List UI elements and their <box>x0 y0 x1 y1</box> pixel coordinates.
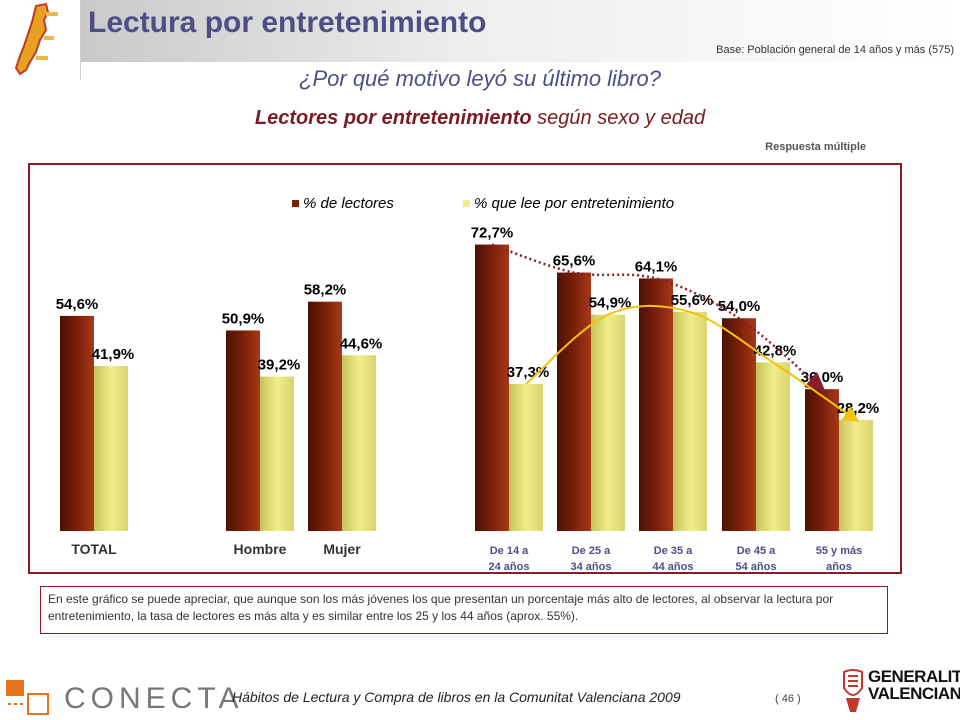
bar-chart: 54,6% 41,9% TOTAL 50,9% 39,2% Hombre 58,2% 44,6… <box>56 195 880 572</box>
data-label-lectores: 50,9% <box>222 310 265 327</box>
page-number: ( 46 ) <box>775 693 801 705</box>
data-label-lectores: 65,6% <box>553 253 596 270</box>
data-label-entretenimiento: 37,3% <box>507 364 550 381</box>
legend-label-entretenimiento: % que lee por entretenimiento <box>474 195 674 212</box>
bar-entretenimiento <box>94 365 128 531</box>
subtitle-bold: Lectores por entretenimiento <box>254 107 532 129</box>
data-label-lectores: 58,2% <box>304 282 347 299</box>
category-label: Hombre <box>234 541 287 557</box>
footer-title: Hábitos de Lectura y Compra de libros en… <box>232 689 681 705</box>
region-map-logo <box>0 0 81 80</box>
bar-lectores <box>308 301 342 531</box>
data-label-lectores: 64,1% <box>635 258 678 275</box>
trendline-entretenimiento <box>525 304 860 423</box>
data-label-entretenimiento: 39,2% <box>258 357 301 374</box>
data-label-entretenimiento: 41,9% <box>92 346 135 363</box>
category-label: De 45 a <box>737 545 776 557</box>
category-label: 55 y más <box>816 545 862 557</box>
bar-lectores <box>639 278 673 531</box>
category-label: Mujer <box>323 541 361 557</box>
data-label-entretenimiento: 28,2% <box>837 400 880 417</box>
conecta-logo-icon <box>6 680 49 715</box>
category-label: De 14 a <box>490 545 529 557</box>
bar-lectores <box>60 315 94 531</box>
data-label-entretenimiento: 54,9% <box>589 295 632 312</box>
generalitat-emblem-icon <box>843 669 863 712</box>
trendline-lectores <box>491 243 826 393</box>
bar-lectores <box>805 389 839 531</box>
base-note: Base: Población general de 14 años y más… <box>716 44 954 56</box>
bar-entretenimiento <box>342 355 376 531</box>
generalitat-logo: GENERALITAT VALENCIANA <box>868 668 960 702</box>
bar-entretenimiento <box>673 311 707 531</box>
bar-entretenimiento <box>756 362 790 531</box>
category-label: 54 años <box>736 561 777 572</box>
category-label: De 35 a <box>654 545 693 557</box>
bar-entretenimiento <box>839 419 873 531</box>
multiple-response-note: Respuesta múltiple <box>765 141 866 153</box>
header-band <box>80 0 960 62</box>
page-title: Lectura por entretenimiento <box>88 6 487 39</box>
bar-lectores <box>722 318 756 531</box>
bar-lectores <box>226 330 260 531</box>
data-label-lectores: 36,0% <box>801 369 844 386</box>
explanation-note: En este gráfico se puede apreciar, que a… <box>40 586 888 634</box>
bar-entretenimiento <box>591 314 625 531</box>
survey-question: ¿Por qué motivo leyó su último libro? <box>299 66 661 91</box>
data-label-lectores: 54,6% <box>56 296 99 313</box>
category-label: De 25 a <box>572 545 611 557</box>
legend-swatch-lectores <box>292 200 299 207</box>
chart-subtitle: Lectores por entretenimiento según sexo … <box>0 107 960 130</box>
subtitle-rest: según sexo y edad <box>531 107 706 129</box>
category-label: TOTAL <box>71 541 117 557</box>
bar-entretenimiento <box>509 384 543 531</box>
bar-entretenimiento <box>260 376 294 531</box>
category-label: 34 años <box>571 561 612 572</box>
chart-frame: 54,6% 41,9% TOTAL 50,9% 39,2% Hombre 58,2% 44,6… <box>28 163 902 574</box>
category-label: 44 años <box>653 561 694 572</box>
category-label: años <box>826 561 852 572</box>
generalitat-logo-line1: GENERALITAT <box>868 667 960 686</box>
data-label-lectores: 72,7% <box>471 225 514 242</box>
data-label-lectores: 54,0% <box>718 298 761 315</box>
category-label: 24 años <box>489 561 530 572</box>
data-label-entretenimiento: 42,8% <box>754 342 797 359</box>
generalitat-logo-line2: VALENCIANA <box>868 684 960 703</box>
bar-lectores <box>557 272 591 531</box>
legend-swatch-entretenimiento <box>463 200 470 207</box>
legend-label-lectores: % de lectores <box>303 195 394 212</box>
conecta-logo: CONECTA <box>64 682 244 715</box>
data-label-entretenimiento: 44,6% <box>340 335 383 352</box>
data-label-entretenimiento: 55,6% <box>671 292 714 309</box>
bar-lectores <box>475 244 509 531</box>
